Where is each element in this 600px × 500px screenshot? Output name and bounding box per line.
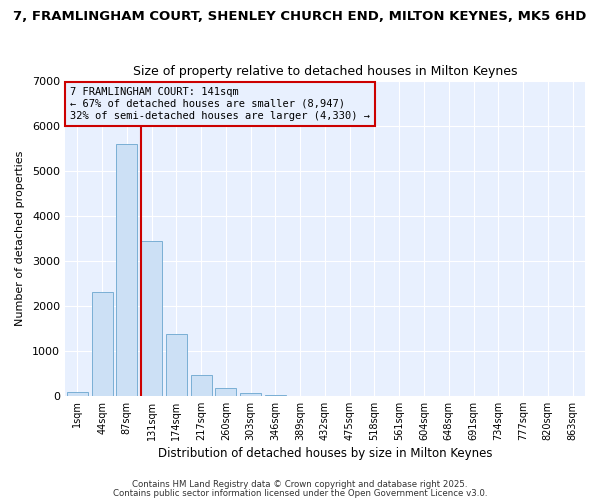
Bar bbox=[116, 144, 137, 396]
Bar bbox=[240, 392, 261, 396]
Text: Contains HM Land Registry data © Crown copyright and database right 2025.: Contains HM Land Registry data © Crown c… bbox=[132, 480, 468, 489]
Title: Size of property relative to detached houses in Milton Keynes: Size of property relative to detached ho… bbox=[133, 66, 517, 78]
Bar bbox=[166, 334, 187, 396]
X-axis label: Distribution of detached houses by size in Milton Keynes: Distribution of detached houses by size … bbox=[158, 447, 492, 460]
Bar bbox=[141, 240, 162, 396]
Y-axis label: Number of detached properties: Number of detached properties bbox=[15, 150, 25, 326]
Bar bbox=[215, 388, 236, 396]
Bar bbox=[191, 375, 212, 396]
Bar bbox=[67, 392, 88, 396]
Bar bbox=[92, 292, 113, 396]
Text: 7 FRAMLINGHAM COURT: 141sqm
← 67% of detached houses are smaller (8,947)
32% of : 7 FRAMLINGHAM COURT: 141sqm ← 67% of det… bbox=[70, 88, 370, 120]
Text: 7, FRAMLINGHAM COURT, SHENLEY CHURCH END, MILTON KEYNES, MK5 6HD: 7, FRAMLINGHAM COURT, SHENLEY CHURCH END… bbox=[13, 10, 587, 23]
Text: Contains public sector information licensed under the Open Government Licence v3: Contains public sector information licen… bbox=[113, 490, 487, 498]
